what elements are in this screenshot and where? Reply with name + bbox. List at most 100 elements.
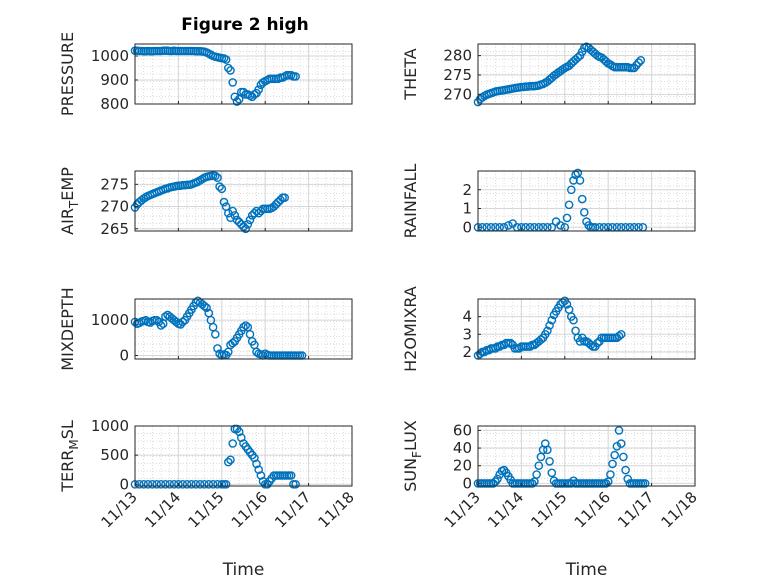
data-series [130,424,300,489]
data-point [226,66,235,75]
data-point [232,215,242,225]
axes-box [134,43,353,105]
data-point [601,479,611,488]
y-tick-label: 270 [443,85,472,103]
y-tick-label: 2 [462,343,472,361]
data-point [182,479,192,489]
data-point [634,58,643,67]
y-tick-label: 270 [100,198,129,216]
y-axis-label: MIXDEPTH [58,287,77,370]
data-point [230,92,240,102]
data-point [577,194,587,204]
data-point [271,199,281,209]
y-tick-label: 265 [100,220,129,238]
data-point [169,479,179,489]
data-point [493,474,502,484]
data-point [269,202,279,211]
data-series [130,46,300,106]
data-series [473,296,626,360]
x-axis-label: Time [565,560,608,580]
y-tick-label: 500 [100,446,129,464]
data-series [473,426,650,488]
y-axis-label-rest: EMP [58,167,77,201]
y-axis-label: PRESSURE [58,32,77,116]
data-point [210,171,220,181]
data-point [488,479,498,488]
data-point [547,315,557,325]
data-point [254,208,264,218]
data-point [567,185,576,195]
data-point [204,479,214,489]
data-point [623,474,633,484]
data-point [152,315,161,325]
y-tick-label: 1000 [91,311,129,329]
data-point [178,479,187,489]
data-point [239,322,248,332]
y-tick-label: 280 [443,47,472,65]
data-point [610,450,620,460]
data-point [286,471,296,480]
data-point [506,338,515,348]
y-tick-label: 1000 [91,47,129,65]
y-axis-label-main: TERR [58,450,77,493]
data-series [130,296,307,360]
data-point [273,197,283,207]
panel-0: 800 900 1000 PRESSURE [58,32,353,116]
data-point [213,344,222,353]
data-point [616,329,626,339]
x-axis-label: Time [222,560,265,580]
data-point [239,87,248,97]
axes-box [477,170,696,232]
data-point [569,315,578,325]
data-point [148,479,157,489]
y-axis-label: RAINFALL [401,164,420,239]
y-axis-label-main: SUN [401,458,420,492]
data-point [640,479,650,488]
data-point [569,176,578,185]
data-point [228,338,237,348]
data-point [219,197,229,207]
data-point [495,342,505,351]
y-tick-label: 0 [119,346,129,364]
data-point [174,479,183,489]
data-point [139,479,148,489]
y-axis-label-subscript: F [410,451,424,458]
y-tick-label: 275 [100,175,129,193]
y-axis-label: AIRTEMP [58,167,81,235]
y-axis-label-subscript: M [67,439,81,449]
data-point [573,53,583,62]
data-point [562,299,572,309]
data-point [534,461,544,471]
figure-title: Figure 2 high [181,15,309,35]
axes-box [134,170,353,232]
data-point [525,342,535,351]
data-point [228,206,237,216]
data-point [545,321,554,330]
data-point [234,217,244,227]
data-point [491,344,500,353]
data-point [532,470,541,479]
y-axis-label: TERRMSL [58,420,81,493]
axes-box [134,425,353,487]
data-point [280,193,290,202]
data-point [608,459,617,469]
data-point [564,61,574,70]
y-tick-label: 20 [453,457,472,475]
data-point [619,452,628,462]
y-tick-label: 275 [443,66,472,84]
y-tick-label: 3 [462,325,472,343]
y-axis-label: THETA [401,48,420,100]
y-axis-label: H2OMIXRA [401,286,420,372]
y-tick-label: 4 [462,308,472,326]
data-point [217,184,227,194]
panel-5: 234 H2OMIXRA [401,286,696,372]
data-point [291,479,300,489]
y-tick-label: 0 [462,474,472,492]
data-point [477,93,487,102]
data-point [556,221,565,230]
data-point [580,207,589,217]
data-point [475,349,485,359]
data-point [291,72,300,81]
data-point [191,479,201,489]
